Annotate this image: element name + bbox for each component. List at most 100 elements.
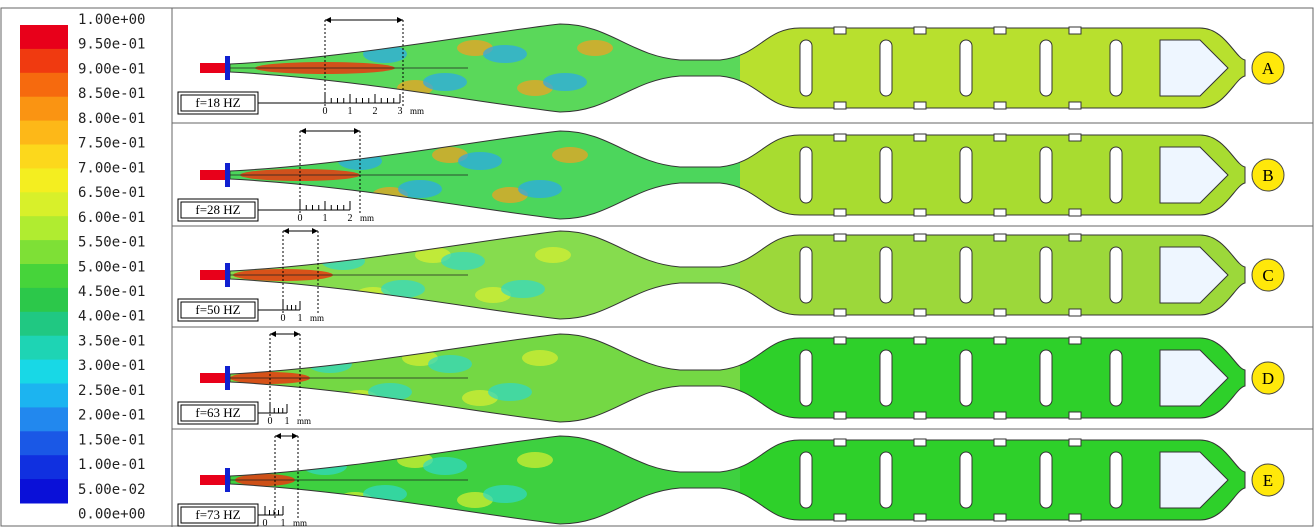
outlet-cavity xyxy=(1159,451,1229,509)
colorbar-band xyxy=(20,407,68,432)
colorbar-band xyxy=(20,25,68,50)
notch xyxy=(993,233,1007,242)
colorbar-band xyxy=(20,311,68,337)
outlet-cavity xyxy=(1159,146,1229,204)
vortex xyxy=(501,280,545,298)
vortex xyxy=(543,73,587,91)
actuator xyxy=(225,163,230,187)
slot xyxy=(879,451,893,509)
notch xyxy=(833,513,847,522)
vortex xyxy=(441,252,485,270)
panel-letter: A xyxy=(1262,59,1275,78)
inlet xyxy=(200,63,226,73)
slot xyxy=(1109,246,1123,304)
colorbar-band xyxy=(20,264,68,289)
colorbar-band xyxy=(20,48,68,74)
channel-panel xyxy=(200,333,1246,423)
frequency-box-inner xyxy=(180,404,256,422)
panel-badge xyxy=(1251,361,1285,395)
notch xyxy=(1068,308,1082,317)
slot xyxy=(879,146,893,204)
scale-unit: mm xyxy=(297,416,311,426)
notch xyxy=(1068,513,1082,522)
colorbar-band xyxy=(20,431,68,456)
vortex xyxy=(552,147,588,163)
frequency-label: f=50 HZ xyxy=(195,302,240,317)
notch xyxy=(1068,101,1082,110)
colorbar-band xyxy=(20,120,68,145)
notch xyxy=(993,101,1007,110)
colorbar-label: 4.50e-01 xyxy=(78,284,145,300)
colorbar-label: 7.50e-01 xyxy=(78,136,145,152)
colorbar-band xyxy=(20,192,68,217)
arrow-head xyxy=(275,433,298,439)
vortex xyxy=(483,45,527,63)
notch xyxy=(913,208,927,217)
colorbar-label: 8.00e-01 xyxy=(78,111,145,127)
actuator xyxy=(225,263,230,287)
outlet-cavity xyxy=(1159,246,1229,304)
slot xyxy=(1039,146,1053,204)
notch xyxy=(913,133,927,142)
colorbar-label: 0.00e+00 xyxy=(78,507,145,523)
scale-label: 1 xyxy=(348,106,353,117)
panel-badge xyxy=(1251,51,1285,85)
colorbar-label: 8.50e-01 xyxy=(78,86,145,102)
colorbar-band xyxy=(20,455,68,480)
notch xyxy=(1068,336,1082,345)
slot xyxy=(1039,349,1053,407)
colorbar-band xyxy=(20,216,68,241)
inlet xyxy=(200,270,226,280)
scale-label: 1 xyxy=(323,213,328,224)
slot xyxy=(959,246,973,304)
channel-panel xyxy=(200,130,1246,220)
colorbar-band xyxy=(20,287,68,313)
colorbar-band xyxy=(20,359,68,384)
colorbar-label: 6.50e-01 xyxy=(78,185,145,201)
arrow-head xyxy=(270,331,300,337)
notch xyxy=(913,101,927,110)
panel-letter: D xyxy=(1262,369,1274,388)
notch xyxy=(993,208,1007,217)
vortex xyxy=(398,180,442,198)
frame xyxy=(0,7,1314,527)
vortex xyxy=(363,45,407,63)
scale-unit: mm xyxy=(310,313,324,323)
colorbar-label: 1.50e-01 xyxy=(78,432,145,448)
notch xyxy=(993,308,1007,317)
slot xyxy=(959,349,973,407)
colorbar-label: 7.00e-01 xyxy=(78,160,145,176)
vortex xyxy=(428,355,472,373)
scale-label: 0 xyxy=(263,518,268,527)
notch xyxy=(913,308,927,317)
slot xyxy=(879,349,893,407)
colorbar-label: 6.00e-01 xyxy=(78,210,145,226)
scale-label: 1 xyxy=(285,416,290,427)
colorbar-label: 1.00e-01 xyxy=(78,457,145,473)
slot xyxy=(1109,349,1123,407)
scale-unit: mm xyxy=(360,213,374,223)
outlet-cavity xyxy=(1159,349,1229,407)
notch xyxy=(993,513,1007,522)
notch xyxy=(1068,411,1082,420)
vortex xyxy=(483,485,527,503)
notch xyxy=(1068,208,1082,217)
slot xyxy=(1039,246,1053,304)
scale-label: 3 xyxy=(398,106,403,117)
vortex xyxy=(488,383,532,401)
slot xyxy=(879,39,893,97)
scale-label: 0 xyxy=(298,213,303,224)
inlet xyxy=(200,475,226,485)
colorbar-band xyxy=(20,96,68,122)
notch xyxy=(993,438,1007,447)
notch xyxy=(833,233,847,242)
slot xyxy=(959,451,973,509)
colorbar-band xyxy=(20,335,68,361)
frequency-label: f=18 HZ xyxy=(195,95,240,110)
slot xyxy=(1109,451,1123,509)
colorbar-band xyxy=(20,168,68,193)
slot xyxy=(799,451,813,509)
inlet xyxy=(200,170,226,180)
inlet xyxy=(200,373,226,383)
scale-label: 2 xyxy=(373,106,378,117)
